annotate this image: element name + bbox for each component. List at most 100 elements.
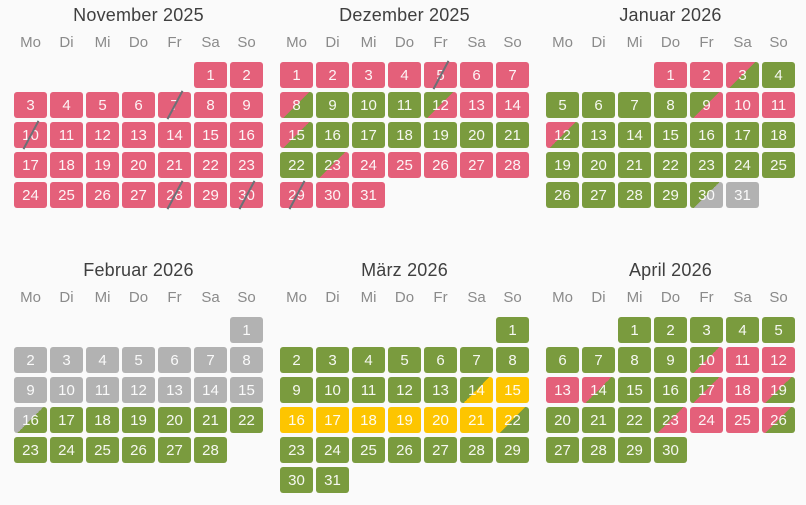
day-cell: 28 [194,437,227,463]
day-cell: 1 [654,62,687,88]
day-number: 29 [626,441,643,459]
day-number: 25 [94,441,111,459]
day-cell: 26 [762,407,795,433]
day-number: 17 [22,156,39,174]
day-number: 2 [292,351,301,369]
day-cell: 12 [546,122,579,148]
day-cell: 21 [582,407,615,433]
day-cell: 26 [388,437,421,463]
day-number: 15 [662,126,679,144]
weekday-label: Mi [94,289,111,306]
day-number: 28 [590,441,607,459]
day-cell: 20 [460,122,493,148]
day-cell: 4 [50,92,83,118]
day-number: 10 [58,381,75,399]
day-number: 18 [396,126,413,144]
month-day-grid: 1 2 3 4 5 6 7 8 9 10 11 12 13 14 15 16 17 18 19 20 21 22 23 24 2… [280,62,529,208]
day-number: 28 [626,186,643,204]
day-number: 5 [134,351,143,369]
day-number: 20 [130,156,147,174]
day-number: 2 [666,321,675,339]
day-cell: 3 [316,347,349,373]
day-cell: 2 [654,317,687,343]
day-cell: 19 [762,377,795,403]
month-title: Februar 2026 [83,260,194,280]
weekday-label: Do [660,34,681,51]
day-cell: 28 [496,152,529,178]
day-number: 5 [774,321,783,339]
weekday-label: Sa [467,289,486,306]
day-cell: 17 [352,122,385,148]
day-cell: 13 [546,377,579,403]
weekday-label: So [237,289,256,306]
day-cell: 11 [726,347,759,373]
day-cell: 7 [194,347,227,373]
day-cell: 11 [388,92,421,118]
month-5: April 2026 Mo Di Mi Do Fr Sa So 1 2 3 4 5 6 7 8 9 10 11 12 1… [546,257,795,493]
day-number: 17 [324,411,341,429]
day-cell: 20 [122,152,155,178]
weekday-label: Mo [20,289,41,306]
day-cell: 7 [582,347,615,373]
day-cell: 6 [582,92,615,118]
day-number: 6 [436,351,445,369]
day-number: 13 [432,381,449,399]
day-number: 23 [238,156,255,174]
day-number: 9 [328,96,337,114]
day-cell: 27 [582,182,615,208]
day-cell: 14 [460,377,493,403]
day-number: 8 [666,96,675,114]
day-cell: 18 [726,377,759,403]
day-number: 26 [432,156,449,174]
day-cell: 28 [582,437,615,463]
day-cell: 22 [194,152,227,178]
day-cell: 30 [654,437,687,463]
day-cell: 17 [690,377,723,403]
day-cell: 6 [546,347,579,373]
day-number: 23 [324,156,341,174]
day-number: 18 [770,126,787,144]
day-cell: 17 [14,152,47,178]
day-cell: 27 [424,437,457,463]
day-cell: 8 [230,347,263,373]
weekday-header-row: Mo Di Mi Do Fr Sa So [280,289,529,307]
day-number: 19 [554,156,571,174]
day-cell: 27 [158,437,191,463]
day-number: 2 [242,66,251,84]
day-number: 21 [590,411,607,429]
day-cell: 25 [86,437,119,463]
month-2: Januar 2026 Mo Di Mi Do Fr Sa So 1 2 3 4 5 6 7 8 9 10 11 12… [546,2,795,208]
day-cell: 13 [460,92,493,118]
day-cell: 9 [230,92,263,118]
month-0: November 2025 Mo Di Mi Do Fr Sa So 1 2 3 4 5 6 7 8 9 10 11… [14,2,263,208]
weekday-label: Di [325,34,340,51]
day-number: 28 [468,441,485,459]
weekday-label: Do [394,34,415,51]
weekday-label: Mo [286,289,307,306]
day-cell: 13 [158,377,191,403]
weekday-label: Di [59,34,74,51]
day-cell: 22 [280,152,313,178]
day-cell: 24 [316,437,349,463]
day-number: 30 [698,186,715,204]
day-cell: 30 [690,182,723,208]
weekday-label: Mo [552,289,573,306]
day-cell: 22 [496,407,529,433]
day-number: 3 [62,351,71,369]
day-cell: 17 [726,122,759,148]
day-number: 25 [360,441,377,459]
month-title: April 2026 [628,260,713,280]
day-cell: 30 [316,182,349,208]
day-cell: 29 [280,182,313,208]
day-cell: 4 [726,317,759,343]
day-number: 30 [662,441,679,459]
day-cell: 23 [280,437,313,463]
day-cell: 25 [50,182,83,208]
day-number: 7 [472,351,481,369]
day-number: 8 [242,351,251,369]
day-cell: 7 [618,92,651,118]
day-cell: 1 [194,62,227,88]
day-number: 27 [468,156,485,174]
day-number: 30 [324,186,341,204]
day-cell: 12 [86,122,119,148]
